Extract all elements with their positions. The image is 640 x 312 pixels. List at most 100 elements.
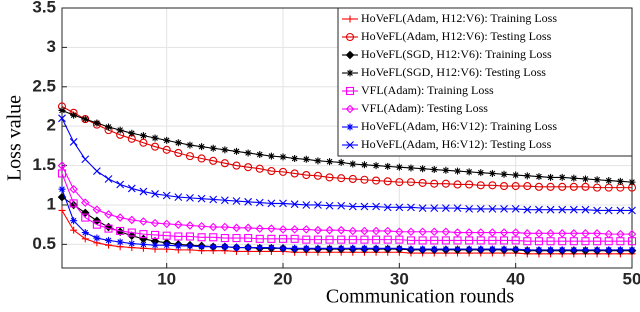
marker [337, 235, 346, 244]
marker [127, 215, 137, 225]
marker [430, 204, 439, 213]
marker [92, 205, 102, 214]
marker [81, 235, 89, 243]
marker [477, 245, 485, 253]
marker [139, 240, 147, 248]
marker [174, 148, 183, 158]
marker [278, 225, 288, 234]
y-tick-label: 3 [47, 37, 56, 56]
marker [488, 228, 497, 237]
marker [162, 191, 171, 200]
marker [174, 220, 183, 229]
marker [383, 226, 392, 236]
marker [232, 161, 241, 170]
marker [569, 205, 578, 214]
marker [569, 182, 578, 191]
marker [441, 204, 450, 213]
marker [244, 149, 252, 157]
marker [546, 182, 555, 191]
marker [209, 243, 217, 251]
marker [279, 153, 287, 161]
marker [395, 163, 403, 171]
marker [151, 241, 159, 249]
marker [326, 158, 334, 166]
marker [512, 245, 520, 253]
marker [465, 180, 474, 189]
marker [302, 170, 311, 180]
marker [255, 164, 264, 173]
marker [105, 236, 113, 244]
marker [325, 173, 334, 182]
marker [244, 234, 253, 243]
marker [105, 123, 113, 131]
marker [174, 193, 183, 201]
marker [512, 171, 520, 179]
marker [256, 151, 264, 159]
marker [255, 224, 265, 233]
marker [558, 237, 567, 246]
marker [70, 217, 78, 225]
marker [511, 228, 520, 237]
marker [511, 205, 520, 213]
marker [628, 206, 636, 215]
marker [115, 213, 125, 222]
marker [93, 119, 101, 127]
marker [441, 227, 451, 237]
marker [127, 184, 136, 193]
marker [69, 138, 78, 146]
marker [314, 201, 322, 209]
marker [116, 238, 124, 246]
marker [372, 162, 380, 170]
marker [104, 175, 113, 183]
marker [116, 226, 125, 236]
marker [581, 229, 590, 238]
marker [464, 228, 474, 237]
marker [58, 106, 66, 114]
marker [291, 244, 299, 252]
marker [209, 144, 217, 152]
marker [395, 235, 404, 244]
marker [255, 198, 264, 207]
marker [326, 244, 334, 252]
marker [244, 197, 253, 206]
marker [57, 161, 67, 170]
marker [581, 182, 590, 191]
marker [255, 234, 264, 243]
marker [569, 229, 579, 238]
marker [162, 145, 171, 154]
marker [605, 177, 613, 185]
marker [371, 226, 381, 236]
marker [221, 146, 229, 154]
marker [345, 86, 355, 96]
marker [174, 242, 182, 250]
marker [395, 203, 404, 212]
marker [278, 234, 288, 243]
marker [418, 236, 427, 245]
marker [372, 235, 381, 244]
marker [593, 246, 601, 254]
marker [221, 243, 229, 251]
marker [232, 197, 241, 205]
marker [127, 228, 136, 237]
marker [69, 200, 78, 210]
marker [348, 202, 357, 211]
marker [104, 210, 113, 219]
marker [174, 139, 182, 147]
marker [220, 159, 229, 168]
marker [232, 244, 240, 252]
y-tick-label: 1 [47, 194, 56, 213]
marker [69, 184, 78, 194]
marker [395, 178, 404, 187]
y-tick-label: 0.5 [32, 234, 56, 253]
marker [500, 170, 508, 178]
marker [345, 104, 355, 114]
marker [430, 166, 438, 174]
marker [93, 234, 101, 242]
marker [302, 201, 311, 209]
legend-label: HoVeFL(Adam, H6:V12): Training Loss [361, 119, 557, 133]
marker [302, 155, 310, 163]
marker [267, 224, 276, 233]
marker [104, 224, 113, 233]
marker [337, 158, 345, 166]
marker [419, 245, 427, 253]
